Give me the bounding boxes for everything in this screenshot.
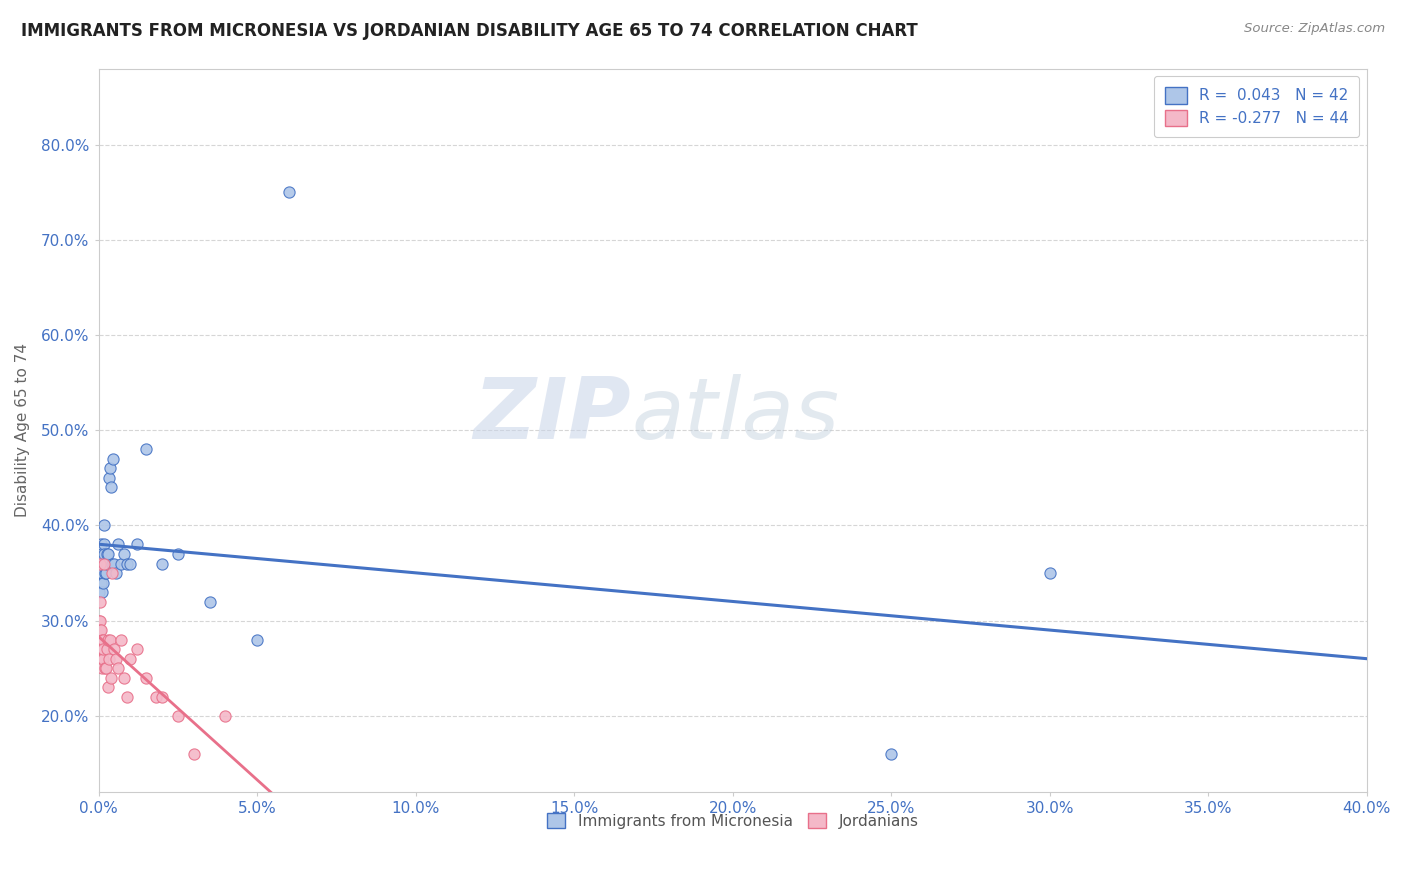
Point <box>94 557 117 571</box>
Point <box>91 661 114 675</box>
Point <box>89 614 111 628</box>
Y-axis label: Disability Age 65 to 74: Disability Age 65 to 74 <box>15 343 30 517</box>
Point <box>105 566 128 580</box>
Point <box>94 661 117 675</box>
Point <box>110 632 132 647</box>
Point <box>110 557 132 571</box>
Point <box>277 186 299 200</box>
Point <box>103 642 125 657</box>
Point <box>100 671 122 685</box>
Point <box>167 708 190 723</box>
Point <box>91 575 114 590</box>
Point <box>101 566 124 580</box>
Point <box>135 442 157 457</box>
Point <box>90 651 112 665</box>
Point <box>107 661 129 675</box>
Point <box>89 632 111 647</box>
Point <box>112 671 135 685</box>
Point <box>246 632 269 647</box>
Point <box>150 690 173 704</box>
Text: atlas: atlas <box>631 375 839 458</box>
Point <box>94 661 117 675</box>
Point <box>90 537 112 551</box>
Point <box>93 547 115 561</box>
Point <box>93 518 115 533</box>
Point <box>96 557 118 571</box>
Point <box>89 623 111 637</box>
Point <box>96 642 118 657</box>
Point <box>198 594 221 608</box>
Point <box>89 585 111 599</box>
Point <box>93 642 115 657</box>
Point <box>98 632 121 647</box>
Point <box>93 557 115 571</box>
Point <box>107 537 129 551</box>
Point <box>112 547 135 561</box>
Point <box>90 566 112 580</box>
Point <box>89 557 111 571</box>
Point <box>90 651 112 665</box>
Point <box>96 566 118 580</box>
Point <box>101 451 124 466</box>
Point <box>120 651 142 665</box>
Point <box>89 566 111 580</box>
Point <box>89 614 111 628</box>
Point <box>89 642 111 657</box>
Text: ZIP: ZIP <box>474 375 631 458</box>
Point <box>1039 566 1062 580</box>
Point <box>101 557 124 571</box>
Point <box>89 557 111 571</box>
Point <box>97 547 120 561</box>
Point <box>115 557 138 571</box>
Point <box>90 632 112 647</box>
Point <box>96 547 118 561</box>
Point <box>93 557 115 571</box>
Point <box>90 547 112 561</box>
Point <box>150 557 173 571</box>
Point <box>87 632 110 647</box>
Point <box>214 708 236 723</box>
Point <box>90 623 112 637</box>
Point <box>91 651 114 665</box>
Point <box>97 680 120 694</box>
Point <box>105 651 128 665</box>
Point <box>90 642 112 657</box>
Text: Source: ZipAtlas.com: Source: ZipAtlas.com <box>1244 22 1385 36</box>
Point <box>90 642 112 657</box>
Point <box>183 747 205 761</box>
Point <box>98 651 121 665</box>
Point <box>90 642 112 657</box>
Point <box>145 690 167 704</box>
Point <box>94 566 117 580</box>
Point <box>97 632 120 647</box>
Point <box>98 461 121 475</box>
Point <box>91 632 114 647</box>
Point <box>90 575 112 590</box>
Point <box>98 471 121 485</box>
Point <box>90 557 112 571</box>
Point <box>125 537 148 551</box>
Point <box>135 671 157 685</box>
Legend: Immigrants from Micronesia, Jordanians: Immigrants from Micronesia, Jordanians <box>541 807 925 835</box>
Point <box>115 690 138 704</box>
Point <box>93 537 115 551</box>
Point <box>167 547 190 561</box>
Point <box>120 557 142 571</box>
Point <box>125 642 148 657</box>
Point <box>93 557 115 571</box>
Point <box>103 557 125 571</box>
Point <box>91 642 114 657</box>
Point <box>91 585 114 599</box>
Text: IMMIGRANTS FROM MICRONESIA VS JORDANIAN DISABILITY AGE 65 TO 74 CORRELATION CHAR: IMMIGRANTS FROM MICRONESIA VS JORDANIAN … <box>21 22 918 40</box>
Point <box>89 594 111 608</box>
Point <box>880 747 903 761</box>
Point <box>100 480 122 494</box>
